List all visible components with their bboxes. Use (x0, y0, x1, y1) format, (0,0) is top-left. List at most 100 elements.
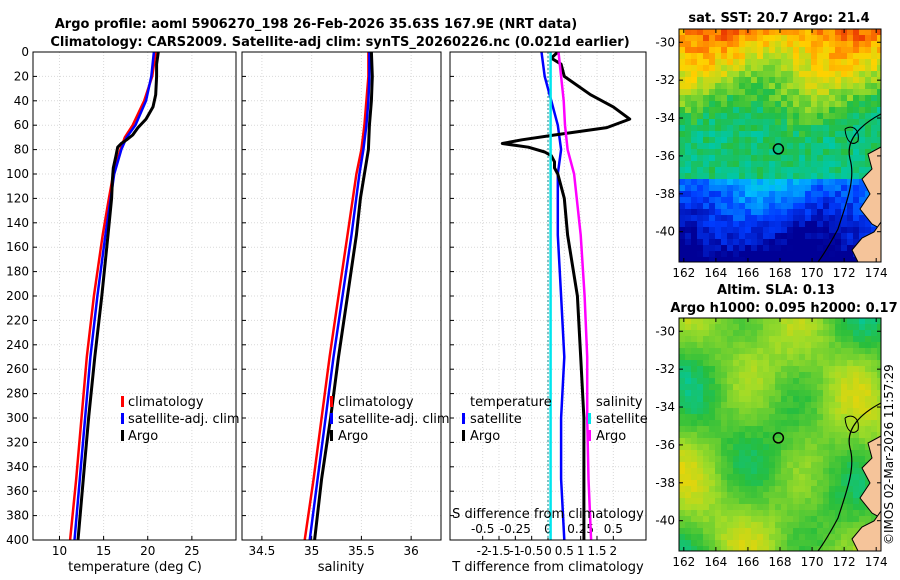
map-cell (817, 540, 824, 547)
map-cell (769, 414, 776, 421)
map-cell (865, 155, 872, 162)
map-cell (775, 215, 782, 222)
series-group (68, 52, 160, 540)
map-cell (691, 35, 698, 42)
map-cell (823, 59, 830, 66)
map-cell (697, 426, 704, 433)
map-cell (871, 324, 878, 331)
map-cell (829, 143, 836, 150)
map-cell (811, 173, 818, 180)
map-cell (691, 384, 698, 391)
map-cell (757, 227, 764, 234)
map-cell (697, 227, 704, 234)
map-cell (721, 384, 728, 391)
map-cell (739, 143, 746, 150)
depth-tick-label: 80 (14, 143, 29, 157)
map-cell (847, 83, 854, 90)
map-cell (829, 390, 836, 397)
map-cell (745, 354, 752, 361)
map-cell (787, 546, 794, 551)
map-cell (793, 384, 800, 391)
map-cell (781, 107, 788, 114)
map-cell (823, 233, 830, 240)
map-cell (715, 384, 722, 391)
map-cell (829, 197, 836, 204)
map-cell (787, 318, 794, 325)
map-cell (685, 468, 692, 475)
map-cell (799, 203, 806, 210)
map-cell (715, 221, 722, 228)
map-cell (841, 462, 848, 469)
map-cell (775, 438, 782, 445)
legend-label-clim: climatology (128, 395, 204, 410)
map-cell (745, 450, 752, 457)
map-cell (853, 209, 860, 216)
map-cell (829, 77, 836, 84)
map-cell (715, 468, 722, 475)
map-cell (835, 546, 842, 551)
map-cell (721, 209, 728, 216)
map-cell (679, 330, 686, 337)
map-cell (739, 191, 746, 198)
map-cell (763, 239, 770, 246)
map-cell (739, 480, 746, 487)
map-cell (763, 41, 770, 48)
map-cell (835, 221, 842, 228)
map-cell (745, 215, 752, 222)
map-cell (793, 83, 800, 90)
map-cell (721, 492, 728, 499)
map-cell (721, 113, 728, 120)
map-cell (757, 125, 764, 132)
map-cell (811, 101, 818, 108)
map-cell (811, 155, 818, 162)
map-cell (697, 432, 704, 439)
map-cell (865, 47, 872, 54)
map-cell (781, 510, 788, 517)
map-cell (781, 137, 788, 144)
map-cell (805, 330, 812, 337)
map-cell (859, 354, 866, 361)
map-cell (709, 546, 716, 551)
map-cell (703, 29, 710, 36)
map-cell (703, 173, 710, 180)
map-cell (811, 245, 818, 252)
map-cell (697, 239, 704, 246)
map-cell (811, 95, 818, 102)
map-cell (769, 402, 776, 409)
map-cell (727, 233, 734, 240)
map-cell (811, 119, 818, 126)
map-cell (793, 155, 800, 162)
map-cell (685, 167, 692, 174)
map-cell (799, 468, 806, 475)
map-cell (727, 330, 734, 337)
map-cell (709, 125, 716, 132)
map-cell (781, 438, 788, 445)
map-cell (751, 137, 758, 144)
map-cell (787, 257, 794, 262)
map-cell (727, 209, 734, 216)
map-cell (835, 107, 842, 114)
map-cell (781, 83, 788, 90)
map-cell (709, 221, 716, 228)
map-cell (757, 432, 764, 439)
map-cell (715, 462, 722, 469)
map-cell (703, 119, 710, 126)
map-cell (859, 474, 866, 481)
map-cell (709, 185, 716, 192)
map-cell (781, 185, 788, 192)
map-cell (853, 125, 860, 132)
map-cell (835, 348, 842, 355)
map-cell (697, 444, 704, 451)
map-cell (763, 77, 770, 84)
map-cell (757, 107, 764, 114)
map-cell (745, 35, 752, 42)
map-cell (781, 360, 788, 367)
map-cell (775, 77, 782, 84)
map-cell (799, 516, 806, 523)
map-cell (685, 348, 692, 355)
map-cell (709, 77, 716, 84)
map-cell (757, 113, 764, 120)
map-cell (727, 113, 734, 120)
map-cell (739, 77, 746, 84)
